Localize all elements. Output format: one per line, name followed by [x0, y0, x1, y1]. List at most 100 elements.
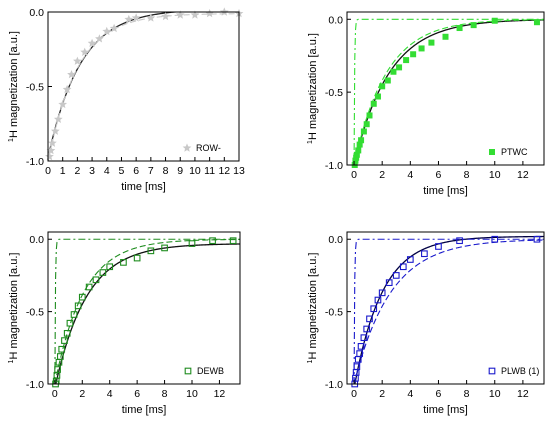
x-tick-label: 10 [189, 165, 201, 177]
data-point [205, 8, 214, 18]
x-tick-label: 6 [134, 388, 140, 400]
data-point [357, 343, 365, 350]
x-tick-label: 12 [214, 388, 226, 400]
data-point [533, 235, 541, 243]
data-point [374, 296, 382, 304]
data-point [374, 93, 381, 100]
data-point [435, 243, 442, 250]
plot-frame [346, 11, 545, 166]
x-tick-label: 12 [517, 169, 529, 181]
data-point [356, 141, 363, 148]
x-tick-label: 9 [177, 165, 183, 177]
y-axis-label: 1H magnetization [a.u.] [8, 253, 20, 364]
data-point [353, 151, 360, 158]
x-tick-label: 7 [148, 165, 154, 177]
y-tick-label: -1.0 [26, 156, 44, 168]
data-point [403, 57, 410, 64]
x-tick-label: 10 [489, 169, 501, 181]
x-tick-label: 6 [436, 169, 442, 181]
data-point [70, 311, 78, 318]
fit-curve-dashdot [54, 238, 240, 384]
x-tick-label: 2 [379, 388, 385, 400]
data-point [80, 47, 90, 56]
x-tick-label: 4 [407, 388, 413, 400]
x-tick-label: 5 [119, 165, 125, 177]
x-tick-label: 4 [407, 169, 413, 181]
x-tick-label: 13 [233, 165, 245, 177]
x-tick-label: 8 [464, 388, 470, 400]
data-point [56, 353, 64, 360]
data-point [61, 337, 68, 344]
y-axis-label: 1H magnetization [a.u.] [307, 33, 319, 144]
y-tick-label: -0.5 [26, 307, 44, 319]
legend-marker [182, 143, 192, 152]
data-point [62, 84, 72, 94]
y-axis-label-text: H magnetization [a.u.] [307, 253, 319, 360]
y-tick-label: -0.5 [26, 82, 44, 94]
data-point [73, 56, 82, 65]
chart-panel-3: 0 2 4 6 8 10 12 -1.0 -0.5 0.0 time [ms] 1H magnetiz… [8, 231, 241, 416]
chart-panel-4: 0 2 4 6 8 10 12 -1.0 -0.5 0.0 time [ms] 1H magnetiz… [307, 231, 545, 416]
data-point [146, 13, 156, 22]
data-point [385, 279, 393, 287]
data-point [58, 345, 66, 353]
y-axis-label-text: H magnetization [a.u.] [307, 33, 319, 140]
data-point [418, 45, 425, 52]
x-tick-label: 8 [163, 165, 169, 177]
data-point [384, 77, 391, 84]
x-tick-label: 0 [52, 388, 58, 400]
data-point [366, 112, 373, 119]
y-axis-label-sup: 1 [8, 359, 15, 363]
data-point [363, 121, 370, 128]
x-tick-label: 0 [45, 165, 51, 177]
x-tick-label: 12 [218, 165, 230, 177]
legend: DEWB [184, 366, 224, 376]
data-point [378, 289, 386, 297]
data-point [106, 263, 114, 271]
data-point [67, 69, 76, 79]
data-point [46, 145, 56, 155]
y-axis-label: 1H magnetization [a.u.] [307, 253, 319, 364]
legend-marker [184, 367, 192, 375]
plot-frame [346, 231, 545, 385]
y-tick-label: 0.0 [328, 14, 343, 26]
x-tick-label: 11 [204, 165, 215, 177]
data-point [92, 276, 100, 284]
legend-marker [489, 149, 495, 155]
legend-label: ROW- [196, 143, 221, 153]
plot-frame [47, 231, 241, 385]
data-point [370, 305, 378, 313]
data-point [109, 23, 119, 33]
x-tick-label: 1 [60, 165, 66, 177]
legend: ROW- [182, 143, 221, 153]
legend-label: DEWB [197, 366, 224, 376]
data-point [161, 244, 168, 252]
fit-curve-dash [353, 19, 544, 165]
y-tick-label: -1.0 [325, 379, 343, 391]
data-point [399, 263, 407, 271]
x-axis-label: time [ms] [122, 404, 167, 416]
data-point [356, 350, 364, 357]
data-point [392, 272, 400, 279]
data-point [50, 126, 60, 135]
data-point [63, 329, 71, 337]
data-point [456, 237, 463, 245]
fit-curve-dash [353, 239, 544, 384]
data-point [229, 237, 237, 245]
legend: PLWB (1) [488, 366, 539, 376]
plot-frame [47, 11, 240, 162]
x-tick-label: 12 [517, 388, 529, 400]
data-point [95, 34, 104, 43]
data-point [442, 33, 449, 40]
data-point [190, 10, 200, 19]
data-point [74, 302, 82, 310]
y-tick-label: -0.5 [325, 307, 343, 319]
data-point [131, 13, 141, 22]
fit-curve-solid [55, 243, 240, 384]
fit-curve-dashdot [353, 238, 544, 384]
x-tick-label: 4 [104, 165, 110, 177]
data-point [456, 25, 463, 32]
fit-curve-solid [353, 19, 544, 165]
data-point [353, 363, 361, 370]
data-point [133, 254, 141, 262]
